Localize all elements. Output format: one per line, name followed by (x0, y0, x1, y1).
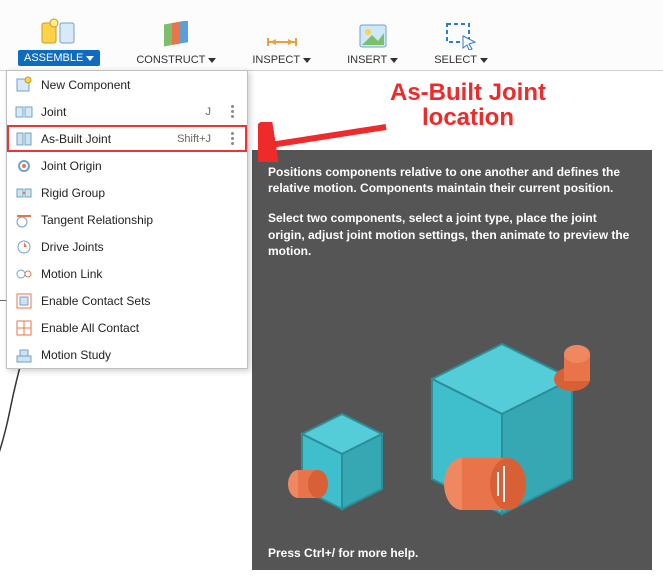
menu-item-shortcut: Shift+J (177, 133, 211, 145)
allcontact-icon (15, 319, 33, 337)
motion-icon (15, 265, 33, 283)
tooltip-paragraph-2: Select two components, select a joint ty… (268, 210, 636, 259)
assemble-icon (40, 14, 78, 50)
toolbar-insert-label: INSERT (347, 54, 398, 66)
toolbar-insert[interactable]: INSERT (329, 0, 416, 70)
joint-icon (15, 103, 33, 121)
toolbar-assemble-label: ASSEMBLE (18, 50, 100, 66)
assemble-dropdown: New Component Joint J As-Built Joint Shift+J… (6, 70, 248, 369)
contactsets-icon (15, 292, 33, 310)
drive-icon (15, 238, 33, 256)
select-icon (445, 18, 477, 54)
tooltip-panel: Positions components relative to one ano… (252, 150, 652, 570)
menu-item-new-component[interactable]: New Component (7, 71, 247, 98)
menu-item-label: As-Built Joint (41, 132, 169, 146)
toolbar: ASSEMBLE CONSTRUCT INSPECT (0, 0, 663, 71)
new-component-icon (15, 76, 33, 94)
insert-icon (358, 18, 388, 54)
menu-item-contactsets[interactable]: Enable Contact Sets (7, 287, 247, 314)
menu-item-joint[interactable]: Joint J (7, 98, 247, 125)
toolbar-inspect-label: INSPECT (252, 54, 311, 66)
menu-item-asbuilt[interactable]: As-Built Joint Shift+J (7, 125, 247, 152)
menu-item-label: New Component (41, 78, 239, 92)
origin-icon (15, 157, 33, 175)
toolbar-inspect[interactable]: INSPECT (234, 0, 329, 70)
menu-item-label: Enable All Contact (41, 321, 239, 335)
study-icon (15, 346, 33, 364)
menu-item-label: Joint Origin (41, 159, 239, 173)
menu-item-label: Motion Study (41, 348, 239, 362)
toolbar-assemble[interactable]: ASSEMBLE (0, 0, 118, 70)
menu-item-motion[interactable]: Motion Link (7, 260, 247, 287)
menu-item-label: Tangent Relationship (41, 213, 239, 227)
tangent-icon (15, 211, 33, 229)
menu-item-label: Motion Link (41, 267, 239, 281)
toolbar-construct-label: CONSTRUCT (136, 54, 216, 66)
menu-item-origin[interactable]: Joint Origin (7, 152, 247, 179)
tooltip-illustration (260, 304, 644, 534)
inspect-icon (264, 18, 300, 54)
menu-item-label: Drive Joints (41, 240, 239, 254)
tooltip-paragraph-1: Positions components relative to one ano… (268, 164, 636, 196)
annotation-arrow (258, 122, 388, 162)
menu-item-label: Rigid Group (41, 186, 239, 200)
menu-item-allcontact[interactable]: Enable All Contact (7, 314, 247, 341)
menu-item-rigid[interactable]: Rigid Group (7, 179, 247, 206)
toolbar-select-label: SELECT (434, 54, 488, 66)
more-options-icon[interactable] (225, 130, 239, 148)
toolbar-construct[interactable]: CONSTRUCT (118, 0, 234, 70)
rigid-icon (15, 184, 33, 202)
menu-item-study[interactable]: Motion Study (7, 341, 247, 368)
asbuilt-icon (15, 130, 33, 148)
menu-item-shortcut: J (206, 106, 212, 118)
menu-item-drive[interactable]: Drive Joints (7, 233, 247, 260)
toolbar-select[interactable]: SELECT (416, 0, 506, 70)
construct-icon (161, 18, 191, 54)
menu-item-label: Enable Contact Sets (41, 294, 239, 308)
annotation-text: As-Built Joint location (390, 80, 546, 130)
tooltip-footer: Press Ctrl+/ for more help. (268, 546, 418, 560)
menu-item-tangent[interactable]: Tangent Relationship (7, 206, 247, 233)
more-options-icon[interactable] (225, 103, 239, 121)
menu-item-label: Joint (41, 105, 198, 119)
